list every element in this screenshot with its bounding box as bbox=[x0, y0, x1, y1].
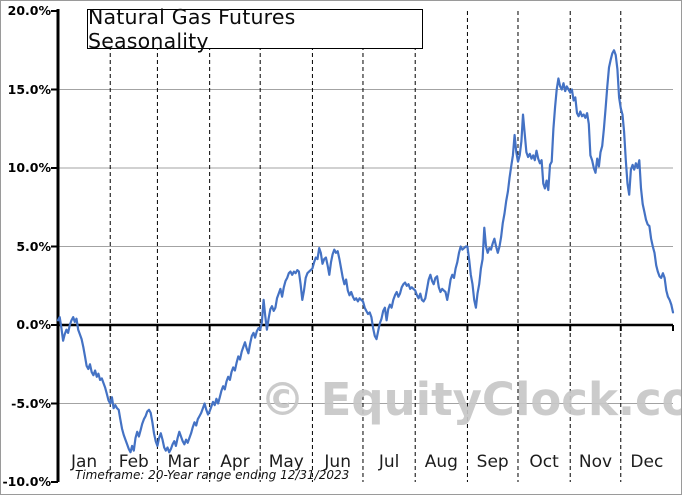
equityclock-watermark: © EquityClock.com bbox=[260, 373, 681, 426]
seasonality-line bbox=[56, 49, 675, 454]
timeframe-note: Timeframe: 20-Year range ending 12/31/20… bbox=[75, 468, 350, 482]
chart-title-box: Natural Gas Futures Seasonality bbox=[87, 5, 423, 53]
chart-title: Natural Gas Futures Seasonality bbox=[88, 5, 296, 53]
